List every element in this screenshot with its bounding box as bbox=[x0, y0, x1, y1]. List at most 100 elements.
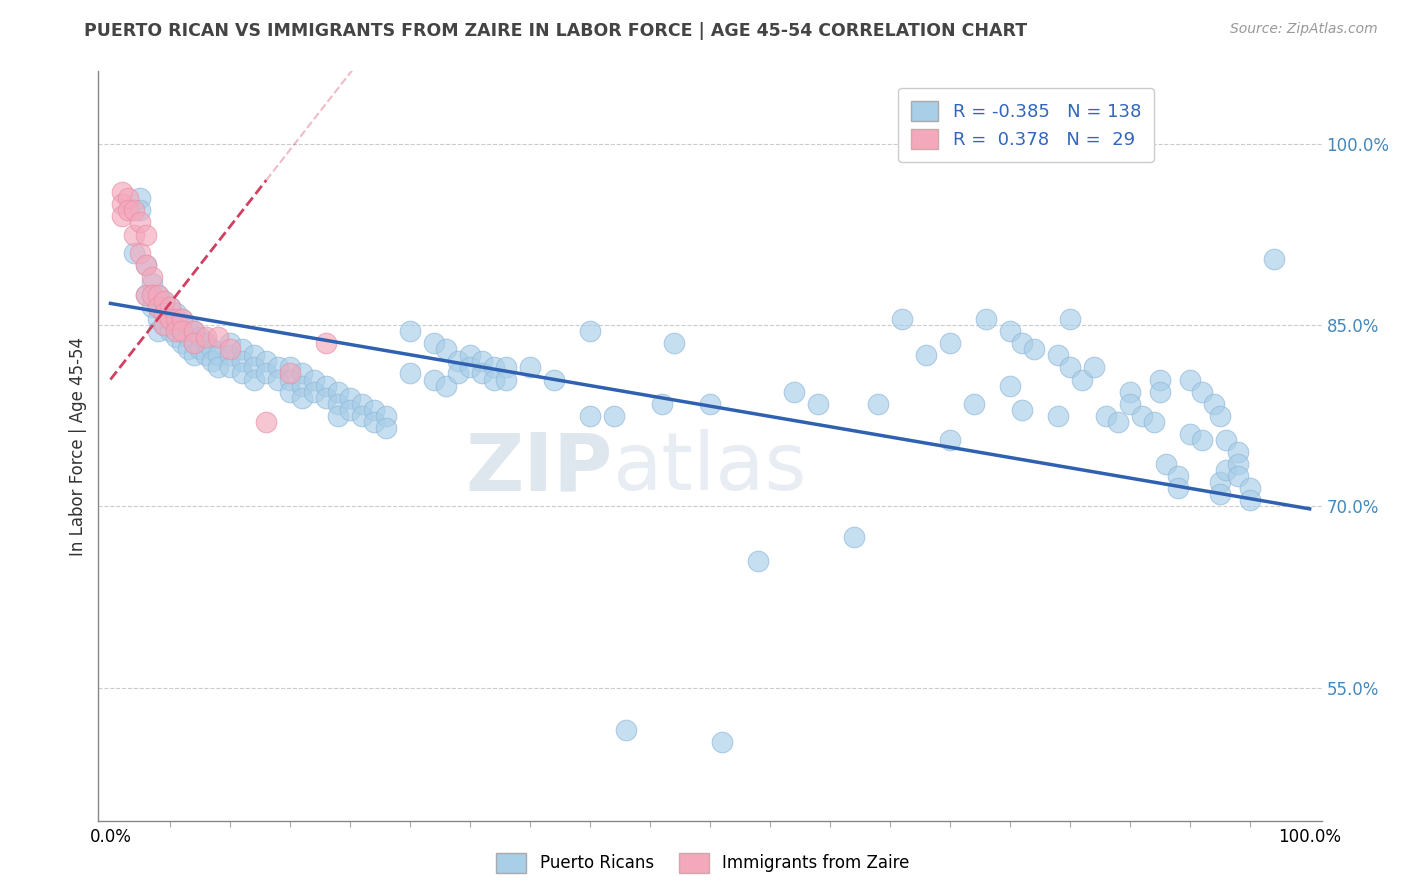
Point bbox=[842, 530, 865, 544]
Point bbox=[614, 723, 637, 737]
Point bbox=[153, 318, 176, 333]
Point bbox=[153, 293, 176, 308]
Point bbox=[165, 306, 187, 320]
Point bbox=[1167, 469, 1189, 483]
Point bbox=[141, 276, 163, 290]
Point bbox=[1083, 360, 1105, 375]
Point bbox=[482, 360, 505, 375]
Point bbox=[201, 354, 224, 368]
Point bbox=[434, 378, 457, 392]
Point bbox=[939, 336, 962, 351]
Point bbox=[1046, 348, 1069, 362]
Point bbox=[1208, 409, 1232, 423]
Point bbox=[135, 288, 157, 302]
Point bbox=[1191, 384, 1213, 399]
Point bbox=[1059, 360, 1081, 375]
Point bbox=[1059, 312, 1081, 326]
Point bbox=[651, 397, 673, 411]
Point bbox=[172, 312, 194, 326]
Point bbox=[291, 391, 314, 405]
Point bbox=[1208, 475, 1232, 490]
Point bbox=[219, 336, 242, 351]
Point bbox=[231, 354, 253, 368]
Point bbox=[339, 391, 361, 405]
Point bbox=[111, 185, 134, 199]
Point bbox=[375, 409, 398, 423]
Point bbox=[148, 324, 170, 338]
Point bbox=[1191, 433, 1213, 447]
Point bbox=[111, 210, 134, 224]
Point bbox=[153, 293, 176, 308]
Point bbox=[495, 360, 517, 375]
Point bbox=[1130, 409, 1153, 423]
Point bbox=[159, 300, 181, 314]
Point bbox=[165, 318, 187, 333]
Point bbox=[135, 227, 157, 242]
Point bbox=[363, 402, 385, 417]
Point bbox=[352, 409, 374, 423]
Y-axis label: In Labor Force | Age 45-54: In Labor Force | Age 45-54 bbox=[69, 336, 87, 556]
Point bbox=[111, 197, 134, 211]
Point bbox=[148, 300, 170, 314]
Point bbox=[315, 391, 337, 405]
Point bbox=[1022, 343, 1045, 357]
Point bbox=[1154, 457, 1177, 471]
Point bbox=[543, 372, 565, 386]
Point bbox=[219, 348, 242, 362]
Point bbox=[579, 324, 602, 338]
Point bbox=[304, 372, 326, 386]
Point bbox=[328, 409, 350, 423]
Point bbox=[141, 288, 163, 302]
Point bbox=[254, 354, 277, 368]
Point bbox=[148, 312, 170, 326]
Legend: R = -0.385   N = 138, R =  0.378   N =  29: R = -0.385 N = 138, R = 0.378 N = 29 bbox=[898, 88, 1153, 162]
Point bbox=[183, 324, 205, 338]
Point bbox=[603, 409, 626, 423]
Point bbox=[129, 245, 152, 260]
Point bbox=[124, 203, 146, 218]
Point bbox=[1107, 415, 1129, 429]
Point bbox=[890, 312, 912, 326]
Point bbox=[963, 397, 986, 411]
Point bbox=[471, 367, 494, 381]
Point bbox=[315, 378, 337, 392]
Point bbox=[165, 330, 187, 344]
Point bbox=[195, 348, 218, 362]
Point bbox=[482, 372, 505, 386]
Point bbox=[807, 397, 830, 411]
Point bbox=[135, 258, 157, 272]
Point bbox=[1226, 469, 1249, 483]
Point bbox=[254, 415, 277, 429]
Point bbox=[172, 336, 194, 351]
Point bbox=[207, 360, 229, 375]
Point bbox=[998, 378, 1021, 392]
Text: ZIP: ZIP bbox=[465, 429, 612, 508]
Point bbox=[1094, 409, 1116, 423]
Point bbox=[434, 343, 457, 357]
Point bbox=[141, 288, 163, 302]
Point bbox=[1226, 445, 1249, 459]
Point bbox=[939, 433, 962, 447]
Point bbox=[974, 312, 997, 326]
Point bbox=[278, 384, 301, 399]
Point bbox=[423, 372, 446, 386]
Point bbox=[315, 336, 337, 351]
Point bbox=[1215, 433, 1237, 447]
Point bbox=[183, 348, 205, 362]
Text: Source: ZipAtlas.com: Source: ZipAtlas.com bbox=[1230, 22, 1378, 37]
Point bbox=[219, 343, 242, 357]
Point bbox=[1011, 402, 1033, 417]
Point bbox=[207, 330, 229, 344]
Point bbox=[177, 318, 200, 333]
Point bbox=[447, 367, 470, 381]
Point bbox=[711, 735, 734, 749]
Point bbox=[1202, 397, 1225, 411]
Point bbox=[148, 288, 170, 302]
Point bbox=[291, 367, 314, 381]
Point bbox=[1119, 397, 1142, 411]
Point bbox=[183, 324, 205, 338]
Point bbox=[1263, 252, 1285, 266]
Point bbox=[662, 336, 685, 351]
Point bbox=[1070, 372, 1092, 386]
Point bbox=[117, 191, 139, 205]
